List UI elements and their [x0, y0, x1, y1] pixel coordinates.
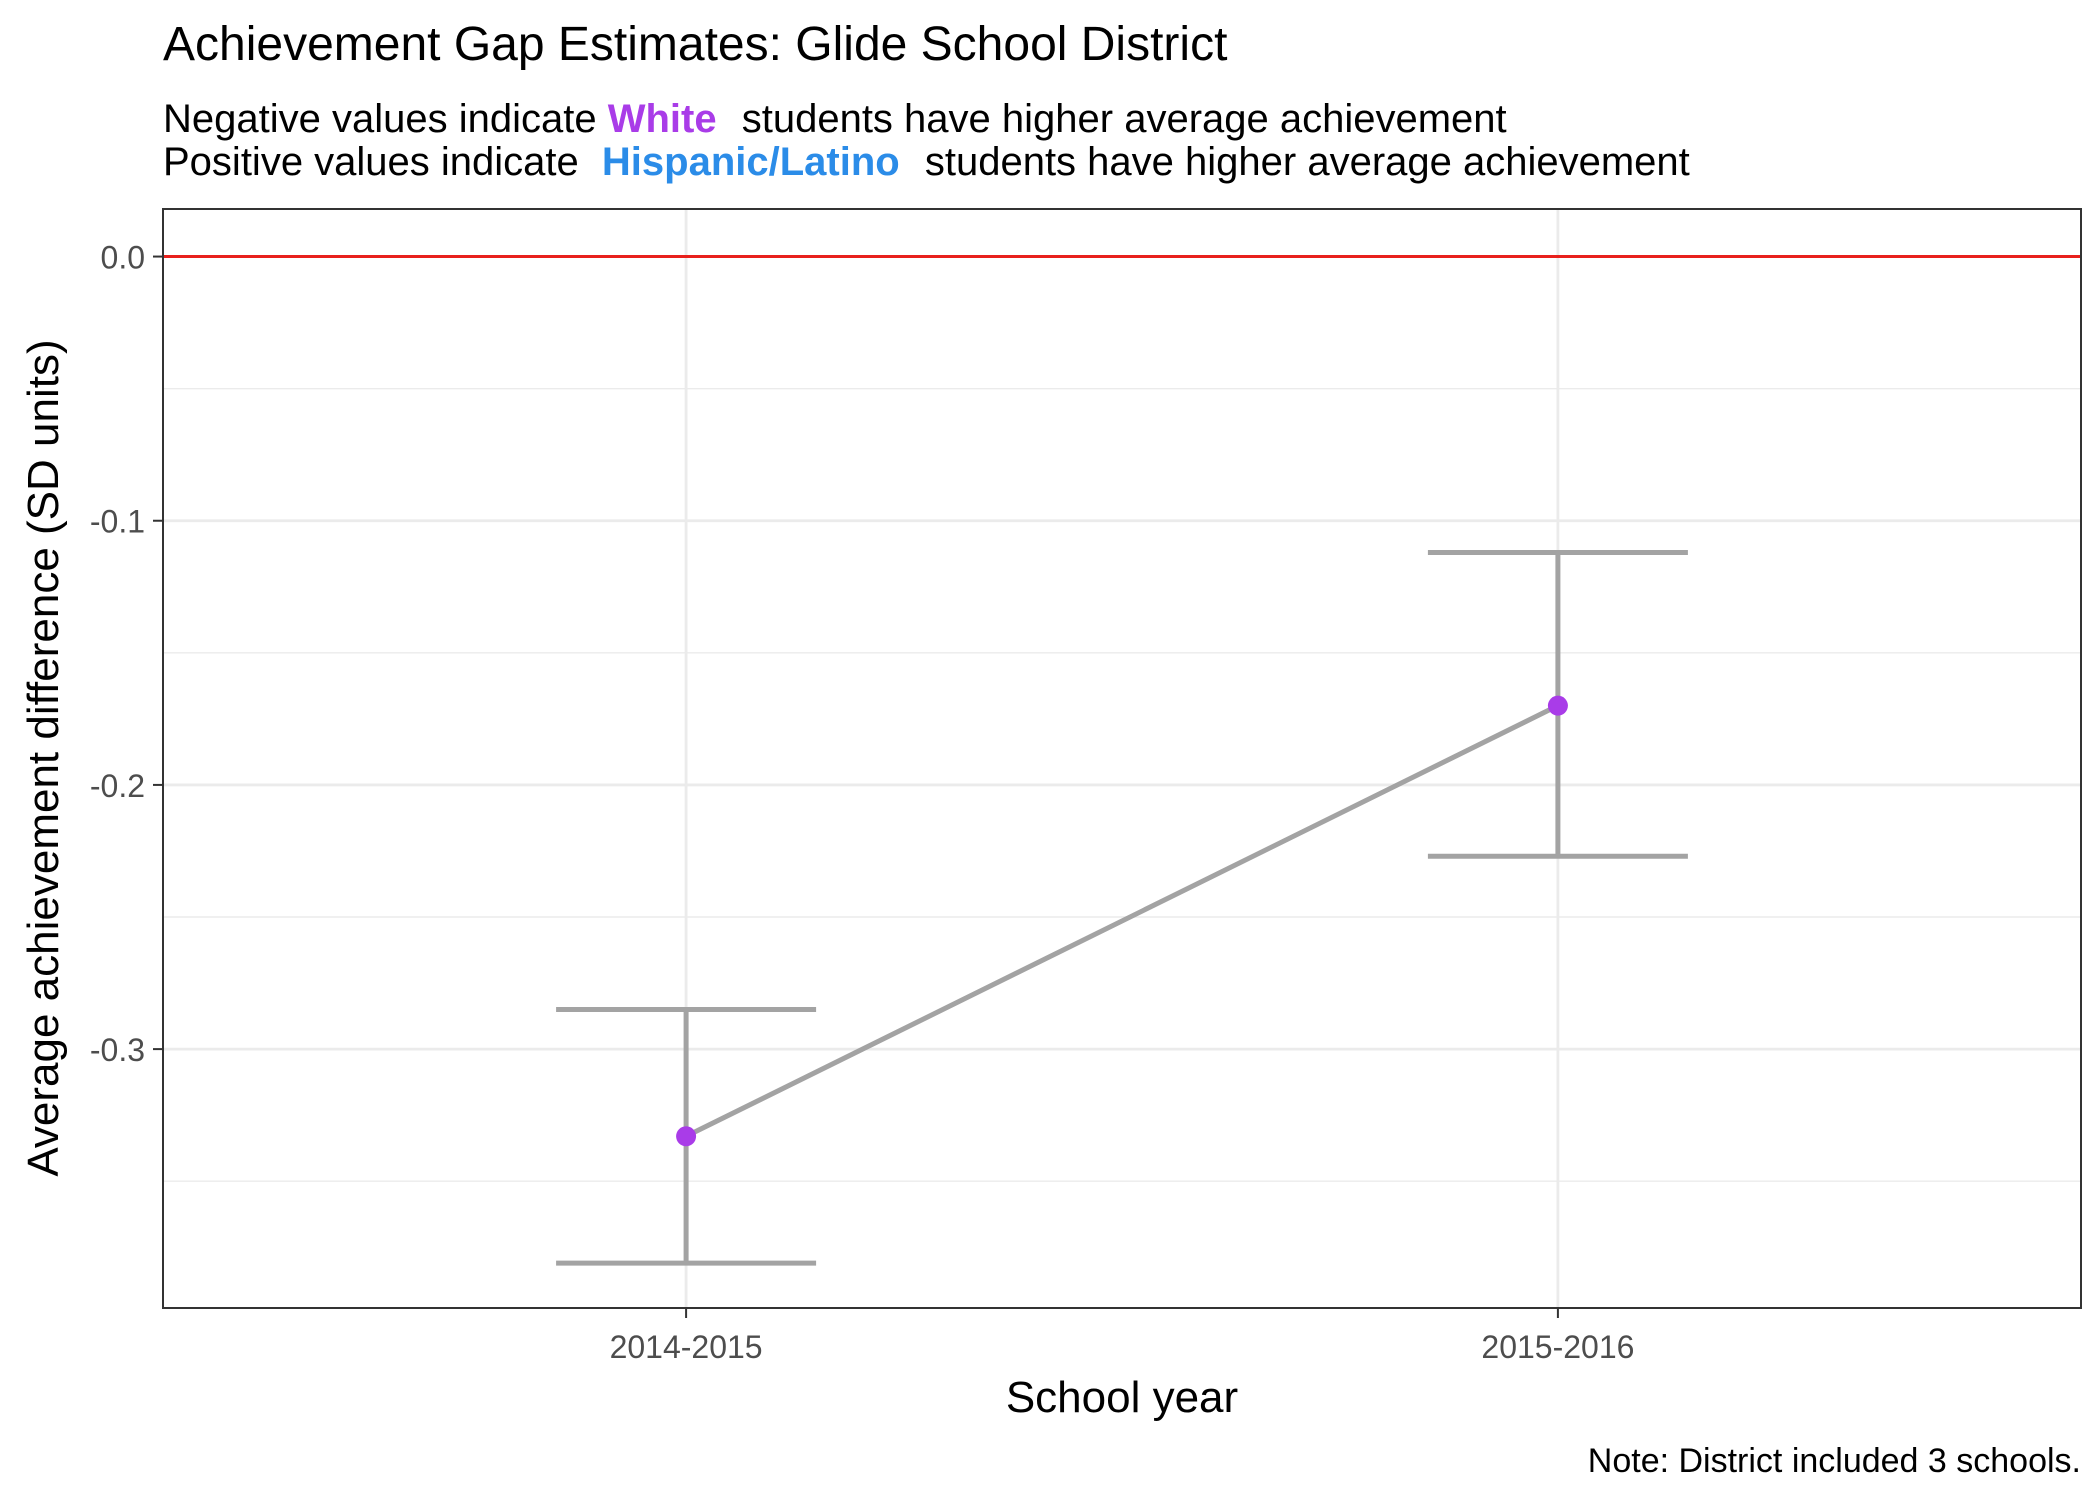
plot-panel-border [162, 208, 2082, 1309]
subtitle-1-highlight: White [608, 97, 717, 141]
subtitle-2-highlight: Hispanic/Latino [602, 140, 900, 184]
y-tick-label-2: -0.2 [90, 768, 145, 804]
chart-subtitle-line-2: Positive values indicate Hispanic/Latino… [163, 140, 1690, 184]
subtitle-2-before: Positive values indicate [163, 140, 579, 184]
subtitle-2-after: students have higher average achievement [925, 140, 1690, 184]
x-axis-label: School year [1006, 1373, 1238, 1422]
data-point-1 [1547, 695, 1568, 716]
chart-caption: Note: District included 3 schools. [1588, 1442, 2081, 1480]
series-line [684, 703, 1560, 1139]
x-tick-label-1: 2015-2016 [1481, 1329, 1634, 1365]
plot-panel [163, 209, 2081, 1308]
y-tick-label-3: -0.3 [90, 1032, 145, 1068]
y-tick-label-1: -0.1 [90, 504, 145, 540]
data-point-0 [676, 1126, 697, 1147]
chart-subtitle-line-1: Negative values indicate White students … [163, 97, 1507, 141]
subtitle-1-before: Negative values indicate [163, 97, 597, 141]
y-tick-label-0: 0.0 [101, 240, 145, 276]
x-tick-label-0: 2014-2015 [610, 1329, 763, 1365]
chart-title: Achievement Gap Estimates: Glide School … [163, 18, 1227, 71]
subtitle-1-after: students have higher average achievement [742, 97, 1507, 141]
y-axis-label: Average achievement difference (SD units… [19, 339, 68, 1176]
